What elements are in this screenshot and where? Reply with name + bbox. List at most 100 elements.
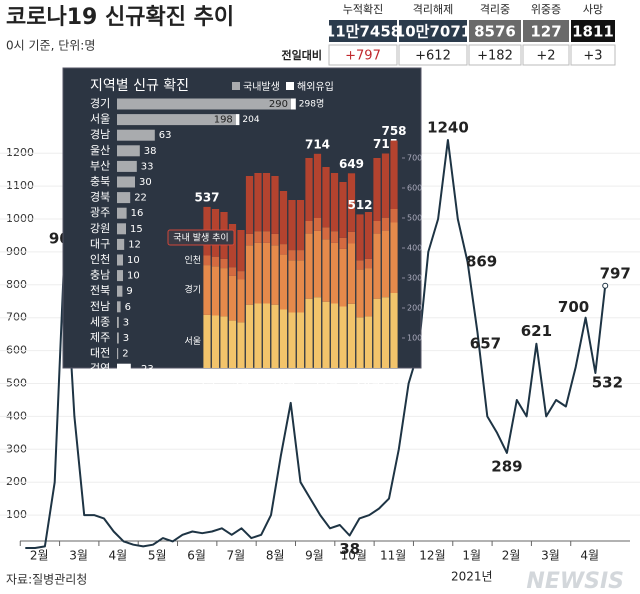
stack-segment [262,173,271,232]
stat-label: 격리중 [480,3,510,16]
stack-segment [339,306,347,368]
region-bar [117,254,123,266]
value-label: 10 [127,271,140,282]
stack-segment [347,231,356,244]
stack-segment [356,317,364,368]
x-tick-label: 10월 [341,549,367,563]
value-label: 22 [134,193,147,204]
change-box [468,44,522,66]
watermark: NEWSIS [526,569,624,594]
value-label: 657 [470,334,501,352]
x-tick-label: 5일 [232,374,249,388]
stack-segment [339,182,347,238]
region-bar [117,145,140,157]
total-label: 714 [305,137,330,151]
year-label: 2021년 [451,570,493,584]
region-bar [117,348,119,360]
value-label: 9 [126,286,132,297]
value-label: 532 [592,373,623,391]
legend-swatch [232,82,240,90]
stack-segment [373,233,381,299]
x-tick-label: 8월 [266,549,285,563]
region-bar [117,316,119,328]
stat-label: 사망 [583,3,603,16]
change-label: 전일대비 [282,48,322,62]
change-box [570,44,616,66]
region-bar [117,285,123,297]
stat-box [399,20,467,42]
region-label: 충남 [90,269,110,282]
region-bar [117,270,123,282]
value-label: 2 [122,349,128,360]
stack-segment [254,242,262,304]
region-bar [117,223,126,235]
x-tick-label: 15일 [314,374,338,388]
stack-segment [313,218,322,231]
value-label: 869 [466,253,497,271]
stack-segment [220,268,228,317]
value-label: 3 [123,317,129,328]
stat-change: +797 [345,49,381,64]
region-label: 전남 [90,300,110,313]
stack-segment [322,167,330,228]
stack-segment [296,250,305,261]
stack-segment [245,233,254,246]
stat-box [523,20,569,42]
stack-segment [262,231,271,243]
region-bar [117,98,291,110]
region-bar [235,114,240,126]
value-label: 38 [339,540,360,558]
stack-segment [279,191,288,245]
stack-segment [347,173,356,232]
stack-segment [356,214,364,261]
region-bar [117,192,131,204]
value-label: 16 [131,208,144,219]
legend-label: 국내발생 [243,81,280,93]
stack-segment [364,316,373,368]
stack-segment [211,315,220,368]
region-label: 제주 [90,331,110,344]
value-label: 6 [125,302,131,313]
value-label: 10 [127,255,140,266]
stat-total: 11만7458 [325,23,401,41]
value-label: 700 [558,298,589,316]
x-tick-label: 3월 [69,549,88,563]
region-label: 강원 [90,222,110,235]
stack-segment [211,266,220,316]
stack-segment [322,301,330,368]
stack-segment [296,260,305,313]
stack-segment [220,316,228,368]
trend-tag [167,229,235,246]
stack-segment [313,297,322,368]
value-label: 33 [141,161,154,172]
series-label: 경기 [184,284,201,296]
stack-segment [313,153,322,218]
region-bar [117,129,155,141]
stack-segment [381,297,390,368]
value-label: 63 [159,130,172,141]
stack-segment [262,242,271,304]
x-tick-label: 12월 [419,549,445,563]
x-tick-label: 4월 [198,375,215,388]
stack-segment [288,312,296,368]
stack-segment [254,173,262,232]
region-bar [291,98,296,110]
stack-segment [245,304,254,368]
stack-segment [279,244,288,255]
stack-segment [313,230,322,298]
stat-box [329,20,397,42]
y-tick-label: 500 [407,214,422,223]
x-tick-label: 4월 [109,549,128,563]
x-tick-label: 9월 [305,549,324,563]
total-label: 758 [381,124,406,138]
stack-segment [254,231,262,243]
region-bar [117,176,135,188]
stack-segment [288,200,296,251]
stack-segment [339,248,347,307]
stack-segment [339,237,347,249]
stack-segment [305,233,313,299]
x-tick-label: 5월 [148,549,167,563]
total-label: 537 [194,190,219,204]
